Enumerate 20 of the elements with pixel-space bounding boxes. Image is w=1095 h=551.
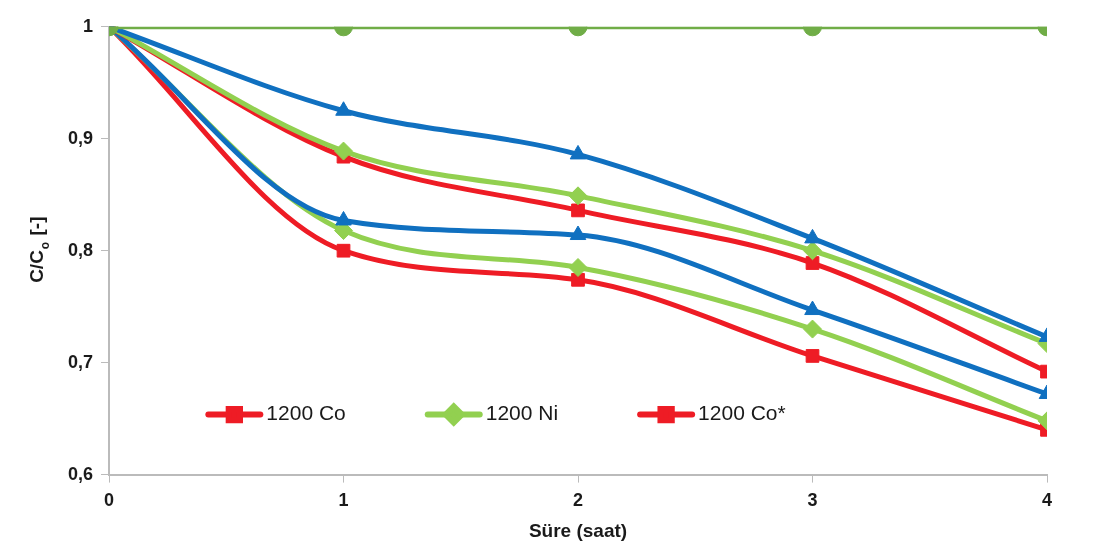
x-tick-label: 0 [104, 490, 115, 511]
legend-label: 1200 Co [266, 401, 346, 425]
legend-label: 1200 Co* [698, 401, 786, 425]
y-tick-label: 0,8 [67, 239, 94, 260]
point [334, 141, 354, 161]
x-tick-label: 4 [1041, 490, 1053, 511]
legend-label: 1200 Ni [485, 401, 559, 425]
point [568, 257, 588, 277]
y-tick-label: 0,7 [67, 351, 94, 372]
x-tick-label: 1 [338, 490, 349, 511]
y-tick-label: 1 [83, 15, 94, 36]
y-axis-title: C/Co [-] [26, 216, 53, 283]
point [571, 203, 585, 218]
y-tick-label: 0,9 [67, 127, 94, 148]
point [336, 243, 351, 258]
x-tick-label: 2 [573, 490, 584, 511]
point [568, 186, 588, 206]
y-tick-label: 0,6 [67, 463, 94, 484]
x-axis-title: Süre (saat) [528, 519, 628, 541]
x-tick-label: 3 [807, 490, 818, 511]
